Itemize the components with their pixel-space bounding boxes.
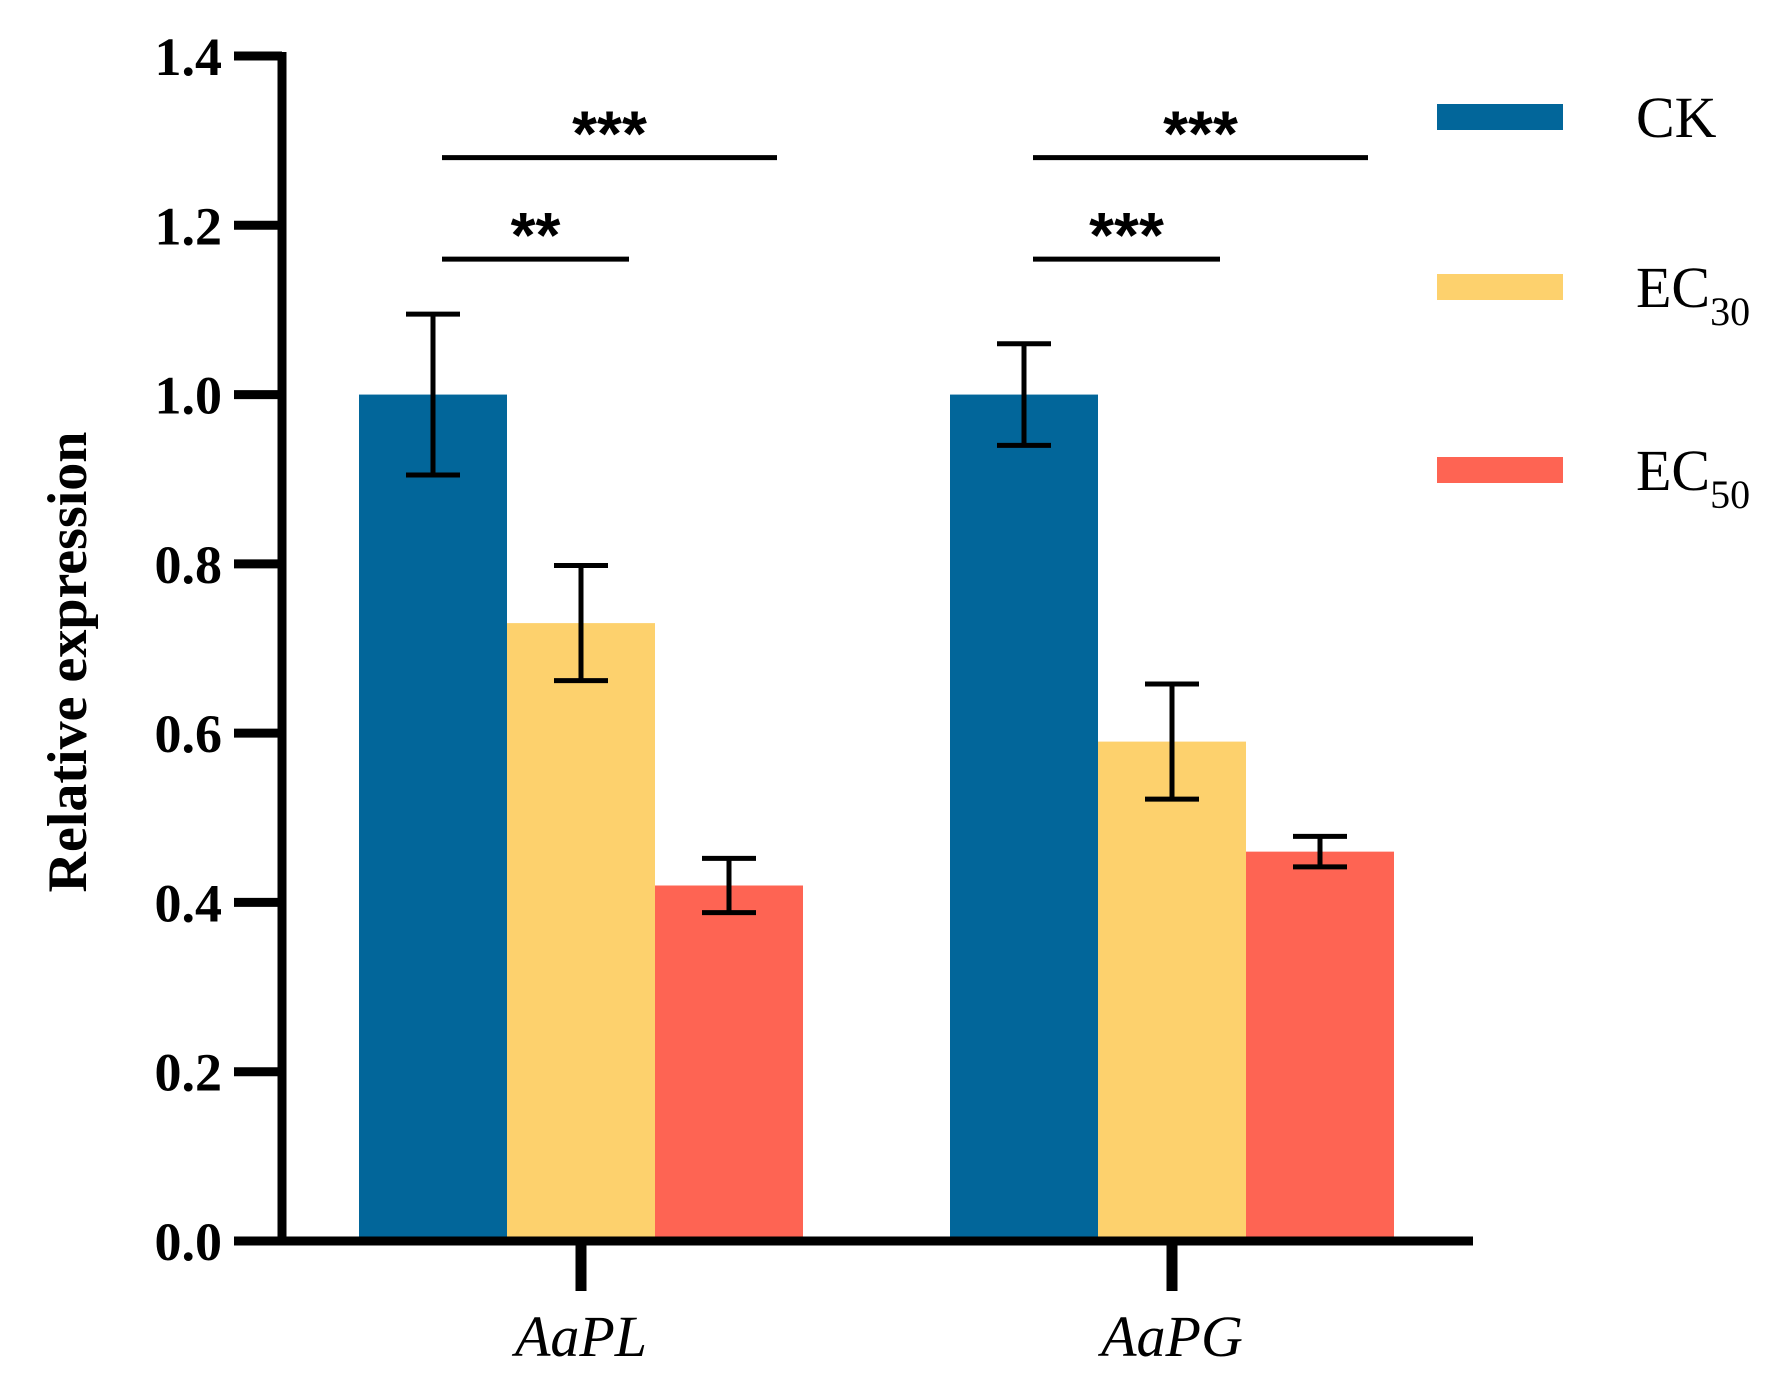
bar-ec50-aapg <box>1246 851 1394 1241</box>
significance-marker: *** <box>1089 199 1164 271</box>
y-tick-label: 1.2 <box>155 196 223 256</box>
legend-label-subscript: 30 <box>1710 289 1750 334</box>
y-axis-title: Relative expression <box>37 432 99 893</box>
y-tick-label: 0.0 <box>155 1212 223 1272</box>
significance-marker: *** <box>1163 98 1238 170</box>
axes-layer: 0.0 0.2 0.4 0.6 0.8 1.0 1.2 1.4 AaPL AaPG Relative… <box>37 27 1473 1369</box>
legend-label-subscript: 50 <box>1710 472 1750 517</box>
legend-label-main: EC <box>1636 255 1710 320</box>
legend-swatch-ck <box>1437 104 1563 130</box>
legend-label-main: CK <box>1636 85 1717 150</box>
significance-layer: *********** <box>442 98 1368 271</box>
bar-ec30-aapl <box>507 623 655 1241</box>
error-bars-layer <box>406 311 1347 916</box>
bar-ec30-aapg <box>1098 741 1246 1241</box>
bar-ck-aapg <box>950 394 1098 1242</box>
y-tick-label: 0.4 <box>155 873 223 933</box>
legend-label-ck: CK <box>1636 85 1717 150</box>
legend-label-ec50: EC50 <box>1636 438 1750 517</box>
legend-swatch-ec30 <box>1437 274 1563 300</box>
bar-ec50-aapl <box>655 885 803 1241</box>
bar-ck-aapl <box>359 394 507 1242</box>
y-tick-label: 1.0 <box>155 366 223 426</box>
x-category-label: AaPG <box>1097 1304 1243 1369</box>
x-category-label: AaPL <box>511 1304 647 1369</box>
legend-swatch-ec50 <box>1437 457 1563 483</box>
legend-label-main: EC <box>1636 438 1710 503</box>
y-tick-label: 1.4 <box>155 27 223 87</box>
bars-layer <box>359 394 1394 1242</box>
y-tick-label: 0.2 <box>155 1043 223 1103</box>
legend-label-ec30: EC30 <box>1636 255 1750 334</box>
significance-marker: *** <box>572 98 647 170</box>
significance-marker: ** <box>511 199 561 271</box>
y-tick-label: 0.8 <box>155 535 223 595</box>
y-tick-label: 0.6 <box>155 704 223 764</box>
